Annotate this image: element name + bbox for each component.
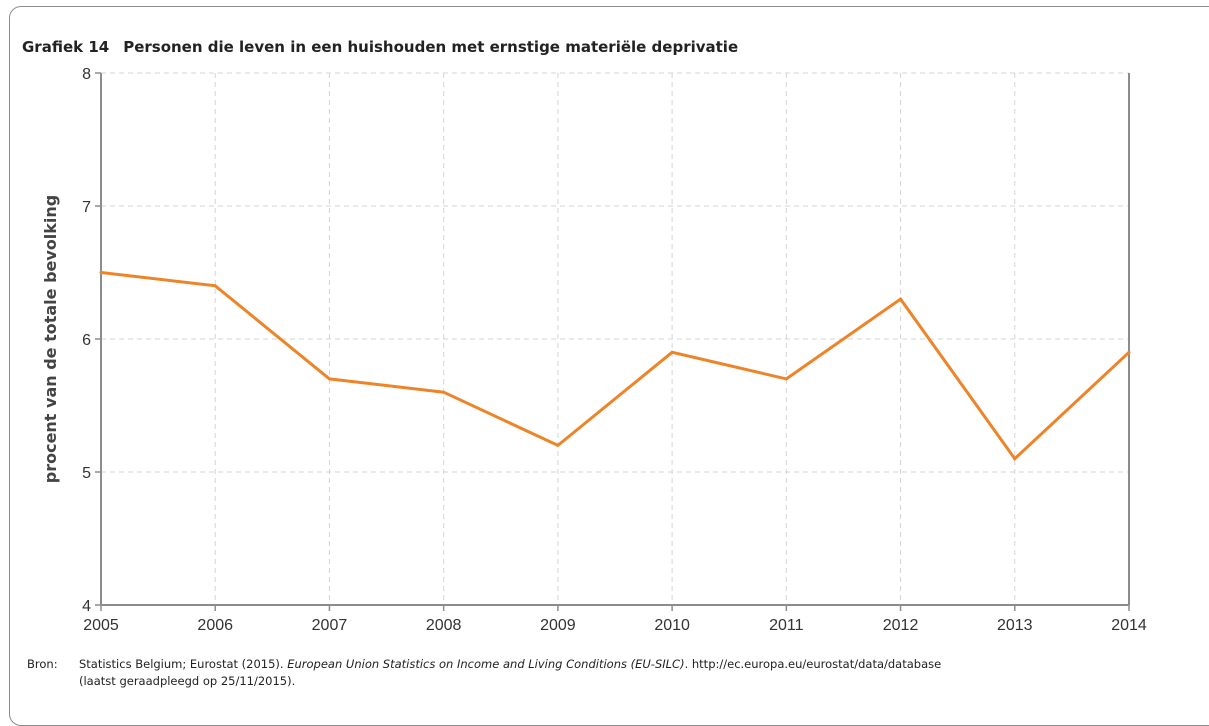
x-tick-label: 2011 [769,617,804,634]
y-tick-label: 6 [82,332,91,349]
source-part1: Statistics Belgium; Eurostat (2015). [79,657,288,671]
x-tick-label: 2007 [312,617,348,634]
figure-number: Grafiek 14 [22,38,110,56]
x-tick-label: 2008 [426,617,462,634]
data-point [784,377,788,381]
data-point [899,297,903,301]
data-point [442,390,446,394]
source-text: Statistics Belgium; Eurostat (2015). Eur… [79,656,941,673]
data-point [1127,350,1131,354]
data-point [213,284,217,288]
source-line2: (laatst geraadpleegd op 25/11/2015). [79,674,296,688]
y-axis-label: procent van de totale bevolking [41,195,60,484]
series-line [100,271,1131,461]
x-tick-label: 2013 [997,617,1033,634]
data-point [327,377,331,381]
y-tick-label: 8 [82,66,91,83]
source-italic: European Union Statistics on Income and … [287,657,685,671]
data-point [1013,457,1017,461]
line-chart: 4 5 6 7 8 2005 2006 2007 2008 2009 2010 2011 2012 201… [41,66,1147,634]
chart-title: Grafiek 14 Personen die leven in een huis… [22,38,738,56]
x-tick-label: 2010 [654,617,690,634]
x-tick-label: 2012 [883,617,919,634]
y-tick-label: 7 [82,199,91,216]
x-tick-label: 2006 [197,617,233,634]
source-label: Bron: [27,657,58,671]
x-tick-label: 2014 [1111,617,1147,634]
x-tick-label: 2009 [540,617,576,634]
data-point [670,350,674,354]
y-tick-label: 4 [82,598,91,615]
x-tick-label: 2005 [83,617,119,634]
data-point [556,443,560,447]
figure-title: Personen die leven in een huishouden met… [123,38,739,56]
data-point [99,271,103,274]
source-part2: . http://ec.europa.eu/eurostat/data/data… [684,657,942,671]
y-tick-label: 5 [82,465,91,482]
